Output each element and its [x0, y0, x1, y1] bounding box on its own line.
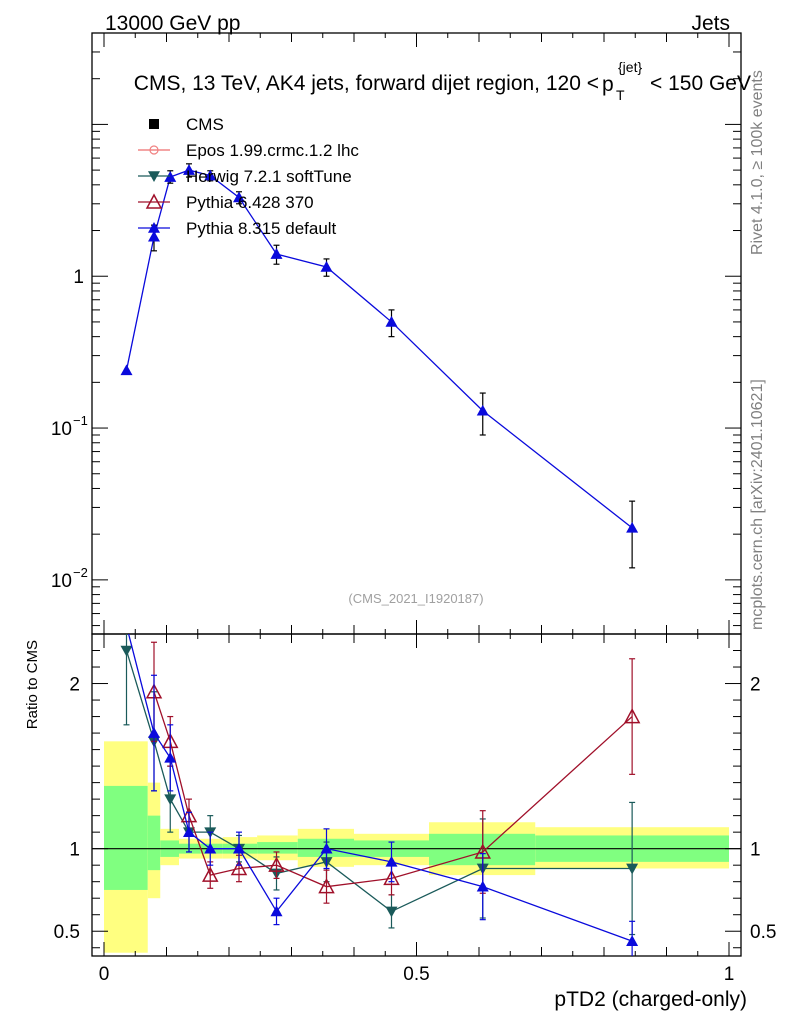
- main-point: [385, 315, 398, 327]
- ratio-y-tick-label: 1: [69, 840, 80, 861]
- legend-label: Epos 1.99.crmc.1.2 lhc: [186, 141, 359, 160]
- main-point: [183, 164, 195, 175]
- main-point: [164, 171, 177, 182]
- ratio-frame: [91, 633, 742, 957]
- y-tick-exponent: −2: [73, 565, 88, 580]
- ratio-line-1: [153, 691, 633, 888]
- main-point: [120, 364, 133, 376]
- uncertainty-bands: [104, 741, 729, 953]
- header-right: Jets: [691, 12, 730, 35]
- ratio-y-tick-label-right: 0.5: [750, 922, 776, 943]
- main-point: [476, 404, 489, 416]
- y-axis-label-ratio: Ratio to CMS: [24, 640, 41, 729]
- side-mcplots-label: mcplots.cern.ch [arXiv:2401.10621]: [749, 379, 766, 630]
- ratio-point: [383, 869, 400, 886]
- ratio-point: [164, 794, 177, 806]
- ratio-point: [120, 645, 133, 657]
- ratio-point: [121, 620, 133, 631]
- main-point: [270, 248, 283, 259]
- x-tick-label: 1: [724, 964, 735, 985]
- y-tick-label: 10: [51, 571, 72, 592]
- legend-label: Pythia 6.428 370: [186, 193, 314, 212]
- analysis-id: (CMS_2021_I1920187): [348, 591, 483, 606]
- ratio-point: [626, 863, 639, 875]
- ratio-point: [270, 905, 283, 917]
- ratio-point: [164, 751, 177, 763]
- ratio-point: [268, 856, 285, 872]
- band-inner-6: [257, 842, 298, 854]
- y-tick-label: 10: [51, 419, 72, 440]
- title-sup: {jet}: [618, 59, 642, 75]
- x-tick-label: 0: [99, 964, 110, 985]
- ratio-point: [148, 727, 160, 738]
- main-point: [204, 169, 217, 181]
- ratio-y-tick-label: 0.5: [54, 922, 80, 943]
- header-left: 13000 GeV pp: [105, 12, 240, 35]
- ratio-point: [623, 707, 641, 724]
- ratio-point: [230, 859, 248, 876]
- side-rivet-label: Rivet 4.1.0, ≥ 100k events: [749, 70, 766, 255]
- y-tick-exponent: −1: [73, 413, 88, 428]
- legend-marker: [149, 145, 159, 155]
- legend-label: CMS: [186, 115, 224, 134]
- legend-marker: [149, 119, 159, 129]
- ratio-point: [385, 855, 398, 867]
- ratio-point: [626, 935, 639, 946]
- ratio-point: [476, 880, 489, 892]
- title-main: CMS, 13 TeV, AK4 jets, forward dijet reg…: [134, 72, 599, 95]
- ratio-line-2: [127, 634, 633, 942]
- plot-title: CMS, 13 TeV, AK4 jets, forward dijet reg…: [134, 59, 751, 103]
- ratio-series-group: [120, 620, 641, 956]
- ratio-point: [320, 842, 333, 854]
- ratio-y-tick-label-right: 2: [750, 675, 761, 696]
- title-end: < 150 GeV: [650, 72, 751, 95]
- title-sub: T: [616, 87, 625, 103]
- main-point: [148, 230, 160, 242]
- ratio-y-tick-label-right: 1: [750, 840, 761, 861]
- legend-label: Pythia 8.315 default: [186, 219, 337, 238]
- ratio-point: [183, 826, 195, 837]
- ratio-point: [318, 878, 335, 894]
- x-tick-label: 0.5: [403, 964, 429, 985]
- ratio-point: [233, 842, 245, 854]
- main-point: [320, 261, 333, 272]
- y-tick-label: 1: [73, 267, 84, 288]
- ratio-point: [204, 842, 217, 854]
- ratio-point: [385, 906, 398, 918]
- legend-label: Herwig 7.2.1 softTune: [186, 167, 352, 186]
- ratio-point: [201, 866, 219, 882]
- band-inner-0: [104, 785, 148, 890]
- band-inner-1: [147, 815, 161, 871]
- ratio-line-0: [125, 650, 633, 913]
- legend-marker: [148, 222, 160, 233]
- legend: CMS Epos 1.99.crmc.1.2 lhc Herwig 7.2.1 so…: [138, 115, 359, 238]
- band-inner-9: [429, 833, 536, 866]
- legend-marker: [148, 171, 160, 182]
- main-point: [233, 191, 245, 203]
- ratio-y-tick-label: 2: [69, 675, 80, 696]
- series-layer: [120, 163, 641, 956]
- legend-marker: [145, 193, 163, 209]
- main-point: [626, 521, 639, 533]
- x-axis-label: pTD2 (charged-only): [554, 988, 747, 1011]
- title-p: p: [602, 73, 614, 96]
